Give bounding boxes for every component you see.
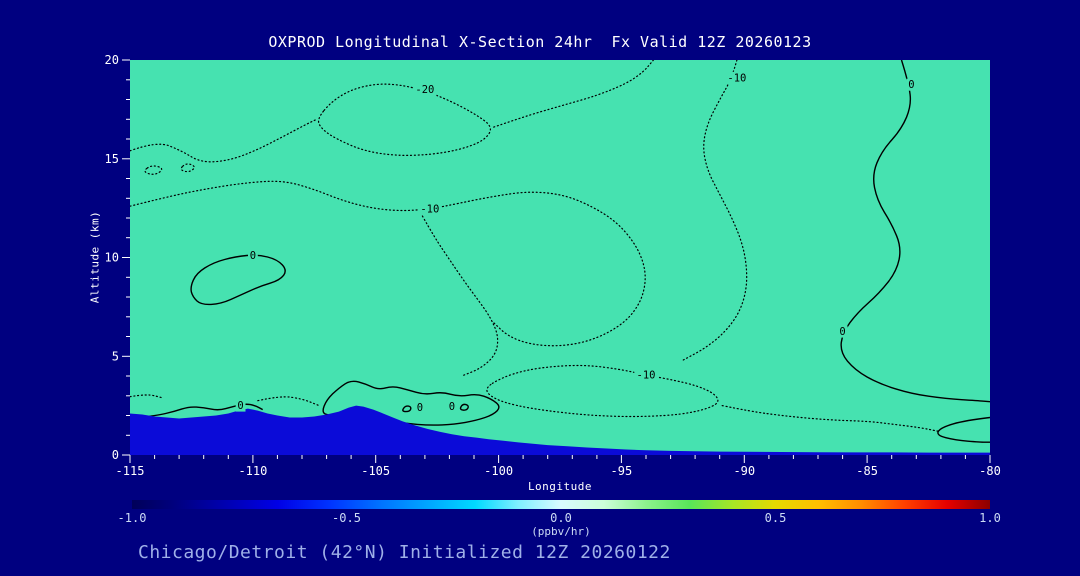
contour-line-level-0 bbox=[840, 60, 990, 403]
contour-label-bg bbox=[248, 249, 258, 262]
contour-line-level-0 bbox=[937, 416, 990, 443]
contour-label-bg bbox=[235, 399, 246, 412]
contour-line-level--20 bbox=[317, 83, 491, 156]
contour-line-level--10 bbox=[180, 163, 195, 173]
x-tick-label: -110 bbox=[238, 464, 267, 478]
y-tick-label: 5 bbox=[112, 349, 119, 363]
contour-label: 0 bbox=[250, 250, 256, 262]
figure-caption: Chicago/Detroit (42°N) Initialized 12Z 2… bbox=[138, 542, 671, 563]
contour-label: -10 bbox=[727, 72, 746, 84]
x-tick-label: -80 bbox=[979, 464, 1001, 478]
contour-line-level-0 bbox=[139, 403, 264, 419]
contour-label-bg bbox=[418, 203, 442, 216]
contour-line-level-0 bbox=[402, 405, 412, 413]
colorbar-tick-labels: -1.0 -0.5 0.0 0.5 1.0 bbox=[118, 511, 1001, 525]
contour-label-bg bbox=[634, 369, 658, 381]
contour-line-level--10 bbox=[421, 215, 499, 377]
contour-label-bg bbox=[415, 401, 425, 414]
contour-label-bg bbox=[837, 325, 848, 338]
colorbar-tick-label: 0.5 bbox=[764, 511, 787, 525]
contour-line-level--10 bbox=[682, 60, 748, 361]
contour-label: 0 bbox=[839, 326, 845, 338]
y-axis-title: Altitude (km) bbox=[88, 210, 102, 304]
colorbar-tick-label: -1.0 bbox=[117, 511, 147, 525]
contour-label-bg bbox=[906, 78, 917, 91]
x-tick-label: -100 bbox=[484, 464, 513, 478]
colorbar-tick-label: -0.5 bbox=[332, 511, 361, 525]
contour-line-level-0 bbox=[459, 403, 469, 411]
contour-line-level--10 bbox=[130, 394, 163, 399]
x-axis-title: Longitude bbox=[527, 480, 593, 493]
x-tick-label: -85 bbox=[856, 464, 878, 478]
contour-line-level--10 bbox=[493, 60, 654, 128]
x-tick-label: -115 bbox=[116, 464, 145, 478]
contour-label-bg bbox=[725, 71, 749, 84]
contour-label: 0 bbox=[417, 402, 423, 414]
contour-line-level--10 bbox=[130, 118, 318, 163]
contour-line-level-0 bbox=[190, 254, 286, 306]
contour-line-level--10 bbox=[257, 396, 320, 407]
contour-line-level--10 bbox=[486, 364, 719, 418]
plot-background bbox=[130, 60, 990, 455]
contour-label: -10 bbox=[420, 204, 439, 216]
contour-label: -10 bbox=[637, 370, 656, 382]
contour-line-level--10 bbox=[130, 180, 646, 347]
terrain-profile bbox=[130, 405, 990, 455]
y-tick-label: 15 bbox=[105, 152, 119, 166]
x-tick-label: -90 bbox=[733, 464, 755, 478]
contour-line-level--10 bbox=[144, 165, 163, 175]
y-tick-label: 0 bbox=[112, 448, 119, 462]
contour-label: -20 bbox=[415, 84, 434, 96]
y-tick-label: 10 bbox=[105, 251, 119, 265]
colorbar-tick-label: 1.0 bbox=[979, 511, 1001, 525]
chart-title: OXPROD Longitudinal X-Section 24hr Fx Va… bbox=[268, 33, 812, 51]
contour-label-bg bbox=[413, 83, 437, 96]
x-tick-label: -105 bbox=[361, 464, 390, 478]
x-tick-label: -95 bbox=[611, 464, 633, 478]
colorbar-tick-label: 0.0 bbox=[550, 511, 572, 525]
contour-label: 0 bbox=[237, 400, 243, 412]
contour-label: 0 bbox=[449, 401, 455, 413]
colorbar-gradient bbox=[132, 500, 990, 509]
colorbar-units-label: (ppbv/hr) bbox=[531, 525, 591, 538]
contour-label-bg bbox=[447, 400, 457, 413]
y-tick-label: 20 bbox=[105, 53, 119, 67]
contour-label: 0 bbox=[908, 79, 914, 91]
